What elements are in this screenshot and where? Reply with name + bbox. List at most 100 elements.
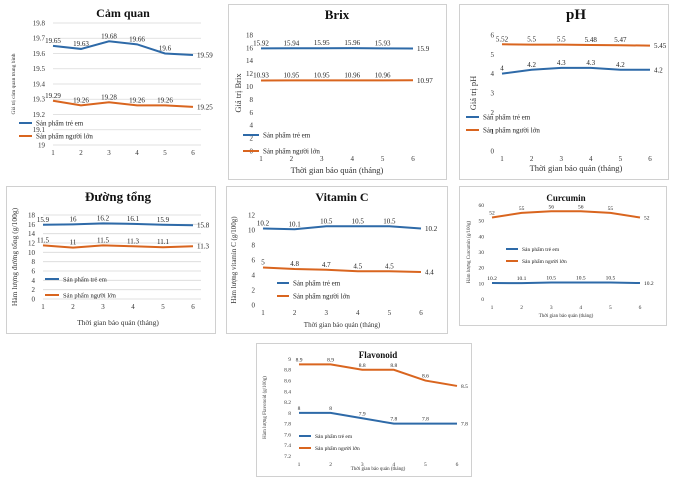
x-tick-label: 1: [51, 149, 55, 157]
data-label: 11.3: [197, 243, 209, 251]
series-line: [52, 99, 194, 108]
data-label: 19.26: [157, 96, 173, 104]
x-tick-label: 3: [361, 462, 364, 468]
data-label: 10.2: [425, 225, 438, 233]
y-axis-label: Giá trị pH: [468, 76, 478, 110]
x-tick-label: 1: [41, 303, 45, 311]
data-label: 4.2: [616, 61, 625, 69]
data-label: 5.52: [496, 35, 509, 43]
data-label: 10.93: [253, 72, 269, 80]
data-label: 10.2: [487, 276, 497, 282]
legend-label: Sản phẩm trẻ em: [483, 113, 531, 121]
y-tick-label: 8: [32, 258, 36, 266]
data-label: 4: [500, 65, 504, 73]
y-tick-label: 4: [491, 70, 495, 78]
chart-title: Brix: [325, 7, 350, 22]
data-label: 10.97: [417, 77, 433, 85]
y-tick-label: 7.2: [284, 454, 291, 460]
y-tick-label: 2: [32, 286, 36, 294]
y-tick-label: 10: [246, 83, 254, 91]
data-label: 11.1: [157, 238, 169, 246]
x-tick-label: 5: [381, 155, 385, 163]
x-tick-label: 5: [424, 462, 427, 468]
y-tick-label: 19.7: [33, 35, 46, 43]
data-label: 10.5: [546, 276, 556, 282]
series-line: [491, 281, 641, 285]
x-tick-label: 5: [163, 149, 167, 157]
legend-label: Sản phẩm người lớn: [36, 132, 93, 140]
data-label: 19.25: [197, 103, 213, 111]
data-label: 7.8: [422, 417, 429, 423]
data-label: 5.5: [527, 36, 536, 44]
x-tick-label: 2: [530, 155, 534, 163]
data-label: 5: [261, 259, 265, 267]
y-tick-label: 6: [252, 256, 256, 264]
data-label: 16.2: [97, 214, 110, 222]
x-tick-label: 1: [298, 462, 301, 468]
data-label: 4.4: [425, 268, 434, 276]
chart-panel-vitamin-c: Vitamin C 0 2 4 6 8 10 12 1 2 3 4 5 6 Thời gian bảo qu…: [226, 186, 448, 334]
legend-label: Sản phẩm trẻ em: [263, 131, 311, 139]
data-label: 52: [644, 215, 650, 221]
data-label: 10.5: [576, 276, 586, 282]
y-tick-label: 0: [481, 297, 484, 303]
x-tick-label: 3: [101, 303, 105, 311]
data-label: 10.5: [320, 217, 333, 225]
data-label: 19.6: [159, 45, 172, 53]
x-tick-label: 6: [411, 155, 415, 163]
y-tick-label: 10: [479, 281, 485, 287]
x-tick-label: 5: [619, 155, 623, 163]
x-tick-label: 4: [589, 155, 593, 163]
legend-label: Sản phẩm trẻ em: [522, 246, 560, 253]
x-tick-label: 1: [261, 309, 265, 317]
data-label: 15.9: [37, 216, 50, 224]
data-label: 19.66: [129, 35, 145, 43]
chart-svg-brix: Brix024681012141618123456Thời gian bảo q…: [233, 7, 433, 175]
data-label: 55: [519, 206, 525, 212]
x-tick-label: 3: [559, 155, 563, 163]
y-tick-label: 12: [28, 239, 36, 247]
y-tick-label: 5: [491, 51, 495, 59]
y-tick-label: 12: [248, 211, 256, 219]
data-label: 4.2: [527, 61, 536, 69]
chart-panel-cam-quan: Cảm quan 19 19.1 19.2 19.3 19.4 19.5 19.6 19.7 19…: [4, 2, 219, 162]
data-label: 10.5: [352, 217, 365, 225]
x-tick-label: 4: [392, 462, 395, 468]
legend-label: Sản phẩm người lớn: [483, 126, 540, 134]
data-label: 19.68: [101, 32, 117, 40]
data-label: 19.59: [197, 51, 213, 59]
x-axis-label: Thời gian bảo quản (tháng): [77, 318, 159, 327]
y-tick-label: 19.3: [33, 96, 46, 104]
y-tick-label: 30: [479, 250, 485, 256]
y-tick-label: 2: [252, 286, 256, 294]
data-label: 16.1: [127, 215, 140, 223]
y-tick-label: 4: [32, 277, 36, 285]
data-label: 10.95: [314, 71, 330, 79]
x-axis-label: Thời gian bảo quản (tháng): [539, 314, 594, 319]
legend-label: Sản phẩm người lớn: [293, 292, 350, 300]
data-label: 11.3: [127, 237, 139, 245]
legend-label: Sản phẩm người lớn: [263, 147, 320, 155]
y-tick-label: 8.8: [284, 368, 291, 374]
y-tick-label: 19.6: [33, 50, 46, 58]
chart-title: pH: [566, 7, 586, 23]
x-tick-label: 3: [320, 155, 324, 163]
chart-panel-curcumin: Curcumin 0 10 20 30 40 50 60 1 2 3 4 5 6 Thời gian bảo…: [459, 186, 667, 326]
series-line: [52, 40, 194, 57]
x-tick-label: 2: [71, 303, 75, 311]
y-tick-label: 12: [246, 70, 254, 78]
y-tick-label: 6: [32, 267, 36, 275]
y-axis-label: Hàm lượng đường tổng (g/100g): [10, 207, 19, 306]
data-label: 4.5: [385, 262, 394, 270]
chart-title: Flavonoid: [359, 350, 398, 360]
chart-title: Đường tổng: [85, 189, 151, 204]
x-tick-label: 4: [131, 303, 135, 311]
data-label: 15.94: [284, 39, 300, 47]
y-tick-label: 0: [32, 295, 36, 303]
legend-label: Sản phẩm trẻ em: [63, 276, 107, 283]
data-label: 10.1: [288, 220, 301, 228]
y-tick-label: 8: [288, 411, 291, 417]
x-tick-label: 6: [639, 305, 642, 311]
